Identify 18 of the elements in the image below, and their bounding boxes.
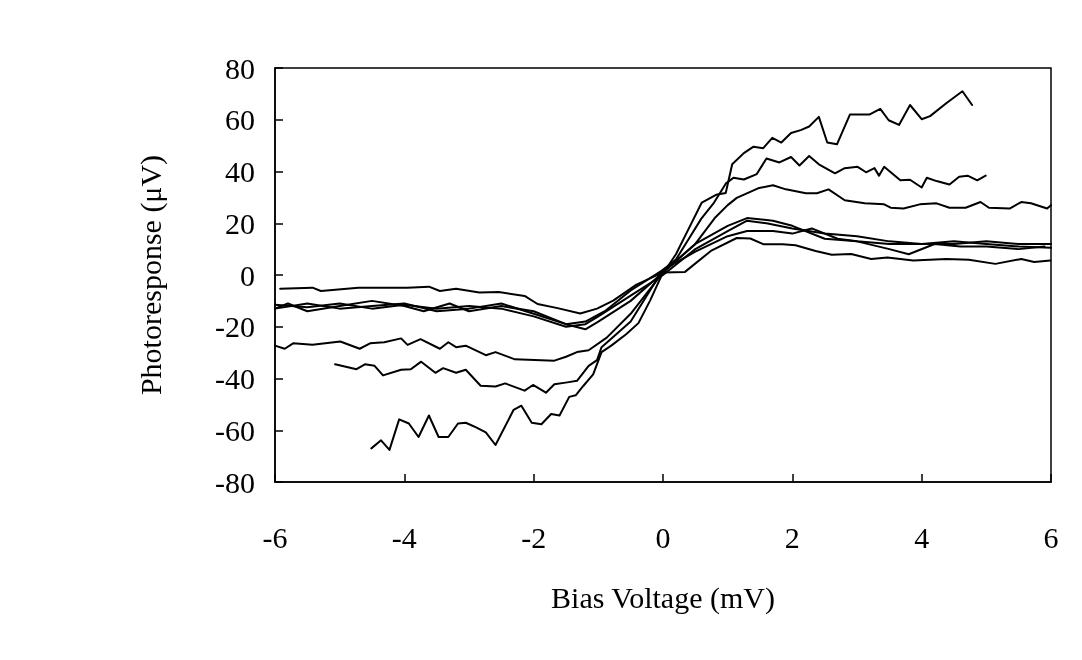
x-tick-label: -6 <box>262 520 288 554</box>
x-tick-label: 4 <box>914 520 930 554</box>
y-tick-label: 60 <box>225 103 255 137</box>
x-tick-label: -2 <box>521 520 547 554</box>
y-tick-label: 80 <box>225 51 255 85</box>
x-axis-title: Bias Voltage (mV) <box>551 580 775 615</box>
y-tick-label: -80 <box>215 465 255 499</box>
y-tick-label: 20 <box>225 206 255 240</box>
y-axis-title: Photoresponse (μV) <box>133 154 168 396</box>
y-tick-label: -20 <box>215 310 255 344</box>
y-tick-label: 40 <box>225 155 255 188</box>
x-tick-label: 2 <box>784 520 800 554</box>
x-tick-label: -4 <box>391 520 417 554</box>
y-tick-label: -40 <box>215 362 255 395</box>
x-tick-label: 0 <box>655 520 671 554</box>
x-tick-label: 6 <box>1043 520 1059 554</box>
y-tick-label: 0 <box>240 258 255 292</box>
y-tick-label: -60 <box>215 413 255 447</box>
